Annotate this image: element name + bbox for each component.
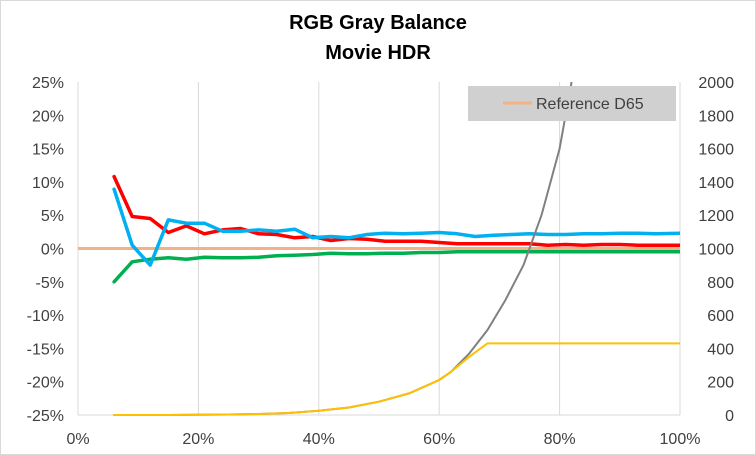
left-tick-label: 25%: [32, 75, 64, 92]
right-tick-label: 800: [707, 275, 734, 292]
x-tick-label: 40%: [303, 431, 335, 448]
series-line-1: [112, 174, 680, 247]
right-tick-label: 400: [707, 341, 734, 358]
left-tick-label: 10%: [32, 175, 64, 192]
x-tick-label: 20%: [182, 431, 214, 448]
right-tick-label: 1400: [698, 175, 734, 192]
series-line-3: [112, 187, 680, 267]
left-tick-label: 5%: [41, 208, 64, 225]
left-tick-label: 15%: [32, 142, 64, 159]
right-tick-label: 1000: [698, 242, 734, 259]
x-tick-labels: 0% 20% 40% 60% 80% 100%: [66, 431, 700, 448]
left-tick-label: -10%: [27, 308, 64, 325]
x-tick-label: 60%: [423, 431, 455, 448]
left-tick-label: 20%: [32, 108, 64, 125]
chart-title: RGB Gray Balance: [289, 12, 467, 34]
right-tick-label: 2000: [698, 75, 734, 92]
left-tick-label: -5%: [36, 275, 64, 292]
right-tick-label: 0: [725, 408, 734, 425]
series-layer: [78, 82, 680, 416]
legend-box: [468, 86, 676, 121]
left-tick-labels: 25% 20% 15% 10% 5% 0% -5% -10% -15% -20% -25%: [27, 75, 64, 425]
legend: Reference D65: [468, 86, 676, 121]
legend-label-reference-d65: Reference D65: [536, 96, 644, 113]
left-tick-label: -15%: [27, 341, 64, 358]
x-tick-label: 80%: [544, 431, 576, 448]
left-tick-label: -25%: [27, 408, 64, 425]
right-tick-label: 1800: [698, 108, 734, 125]
right-tick-label: 1600: [698, 142, 734, 159]
chart-subtitle: Movie HDR: [325, 42, 431, 64]
series-line-5: [113, 342, 680, 416]
left-tick-label: 0%: [41, 242, 64, 259]
x-tick-label: 0%: [66, 431, 89, 448]
right-tick-label: 600: [707, 308, 734, 325]
x-tick-label: 100%: [660, 431, 701, 448]
right-tick-label: 1200: [698, 208, 734, 225]
left-tick-label: -20%: [27, 375, 64, 392]
series-line-2: [112, 250, 680, 284]
right-tick-label: 200: [707, 375, 734, 392]
